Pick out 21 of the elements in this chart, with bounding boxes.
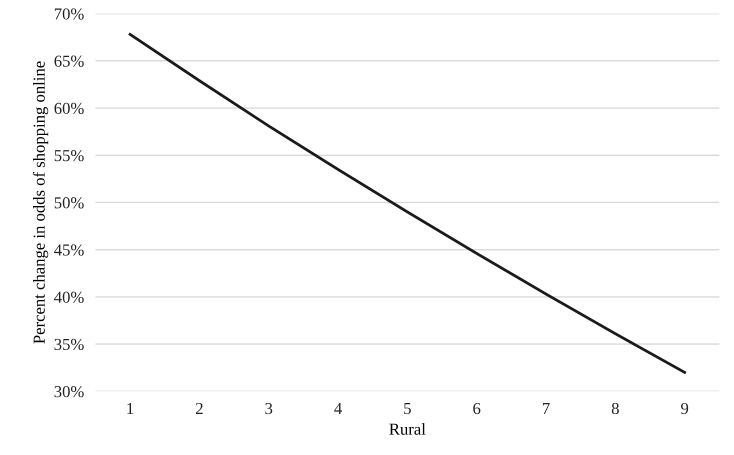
y-tick-label: 50%: [54, 197, 84, 208]
x-tick-label: 6: [473, 402, 480, 414]
y-tick-label: 30%: [54, 386, 84, 398]
x-tick-label: 4: [334, 403, 342, 414]
line-series: [128, 33, 686, 374]
y-tick-label: 40%: [54, 292, 84, 303]
y-tick-label: 35%: [54, 338, 84, 350]
x-tick-label: 9: [681, 402, 688, 414]
y-tick-label: 45%: [54, 244, 84, 256]
y-tick-label: 55%: [54, 150, 84, 162]
x-tick-label: 7: [542, 403, 550, 414]
x-tick-label: 1: [127, 402, 134, 414]
y-tick-label: 65%: [54, 56, 84, 67]
x-tick-label: 5: [404, 403, 411, 414]
y-axis-title: Percent change in odds of shopping online: [32, 61, 48, 344]
y-tick-label: 70%: [54, 8, 84, 20]
x-tick-label: 8: [612, 402, 619, 414]
y-tick-label: 60%: [54, 102, 84, 114]
x-axis-title: Rural: [389, 423, 426, 435]
x-tick-label: 3: [265, 402, 272, 414]
x-tick-label: 2: [196, 402, 203, 414]
